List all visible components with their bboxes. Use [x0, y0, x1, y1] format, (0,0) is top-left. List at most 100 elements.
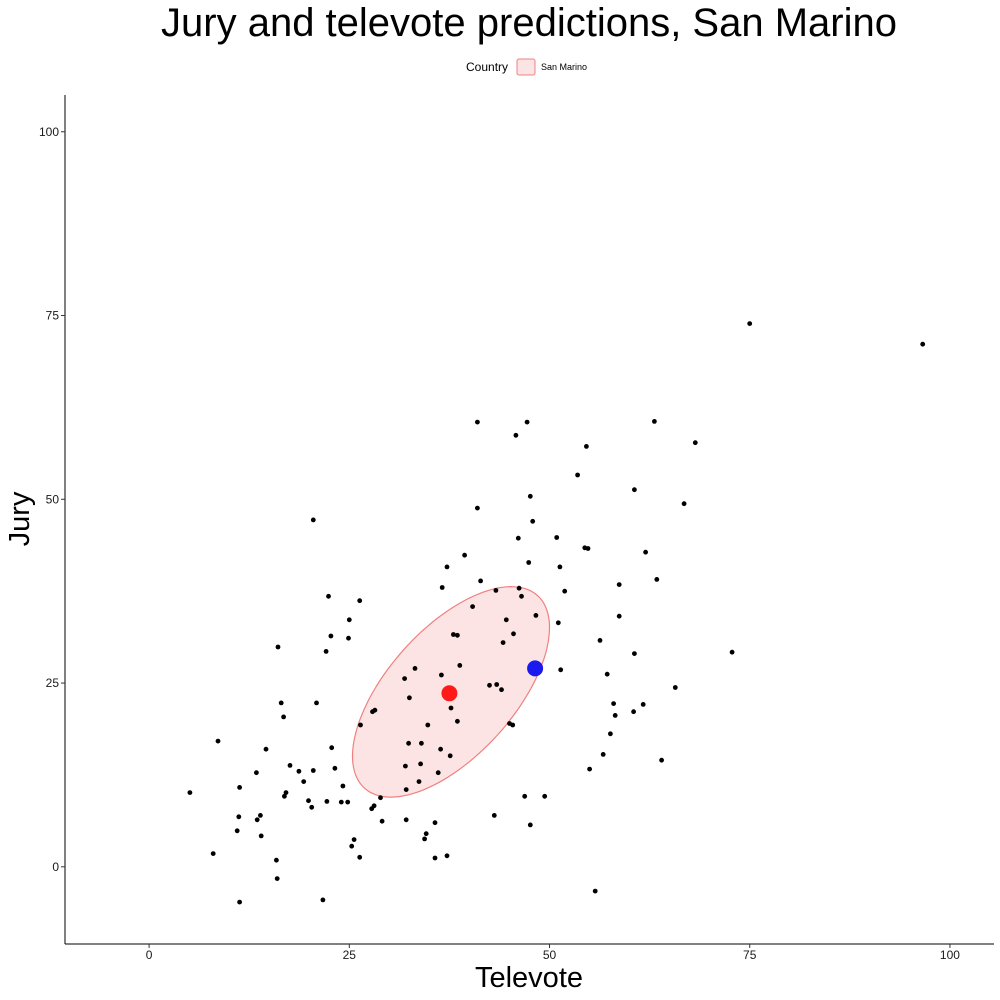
data-point — [301, 779, 307, 784]
data-point — [444, 564, 450, 570]
data-point — [371, 803, 377, 809]
data-point — [314, 700, 319, 706]
data-point — [340, 783, 346, 789]
data-point — [592, 888, 598, 894]
data-point — [326, 593, 331, 599]
data-point — [519, 593, 524, 599]
data-point — [357, 598, 363, 604]
y-tick-label: 75 — [46, 309, 60, 323]
data-point — [349, 843, 355, 849]
data-point — [236, 814, 242, 820]
data-point — [263, 746, 269, 752]
data-point — [372, 707, 378, 713]
data-point — [329, 745, 335, 751]
x-tick-label: 75 — [743, 948, 757, 962]
data-points-layer — [187, 321, 926, 905]
data-point — [643, 549, 648, 555]
x-axis-title: Televote — [475, 962, 583, 994]
data-point — [920, 341, 926, 347]
y-axis-ticks: 0 25 50 75 100 — [39, 125, 65, 874]
data-point — [310, 517, 316, 523]
legend-title: Country — [466, 60, 508, 74]
data-point — [584, 444, 589, 449]
data-point — [527, 822, 533, 828]
data-point — [402, 676, 407, 681]
data-point — [516, 585, 522, 591]
data-point — [487, 682, 492, 688]
data-point — [215, 738, 221, 744]
highlight-points-layer — [441, 660, 544, 702]
data-point — [612, 713, 618, 718]
result-point — [527, 660, 544, 677]
data-point — [558, 667, 564, 673]
data-point — [258, 833, 264, 839]
data-point — [422, 836, 427, 842]
data-point — [747, 321, 753, 326]
data-point — [419, 740, 424, 746]
data-point — [346, 617, 352, 623]
data-point — [455, 718, 460, 724]
data-point — [557, 564, 563, 570]
data-point — [439, 672, 444, 678]
data-point — [378, 795, 383, 801]
data-point — [587, 766, 592, 772]
data-point — [234, 828, 240, 834]
data-point — [258, 813, 263, 818]
x-tick-label: 0 — [146, 948, 153, 962]
data-point — [187, 790, 193, 795]
data-point — [455, 632, 460, 638]
data-point — [412, 666, 418, 671]
data-point — [425, 722, 431, 728]
data-point — [407, 695, 412, 701]
data-point — [418, 761, 423, 767]
y-tick-label: 0 — [52, 860, 59, 874]
data-point — [493, 588, 499, 593]
data-point — [403, 817, 409, 823]
data-point — [451, 632, 456, 637]
data-point — [358, 722, 363, 728]
data-point — [403, 787, 409, 792]
data-point — [306, 798, 311, 804]
data-point — [275, 644, 281, 650]
data-point — [296, 768, 302, 774]
data-point — [511, 631, 516, 637]
data-point — [510, 722, 516, 728]
data-point — [287, 763, 293, 768]
data-point — [320, 897, 326, 903]
data-point — [324, 799, 330, 804]
data-point — [681, 501, 687, 507]
data-point — [524, 419, 530, 425]
data-point — [457, 663, 463, 668]
data-point — [447, 753, 453, 759]
data-point — [448, 705, 454, 711]
data-point — [491, 813, 497, 818]
data-point — [515, 535, 521, 541]
data-point — [278, 700, 284, 706]
data-point — [616, 613, 622, 619]
data-point — [522, 793, 528, 799]
data-point — [438, 746, 443, 752]
data-point — [611, 701, 616, 706]
data-point — [406, 740, 411, 746]
data-point — [345, 799, 351, 805]
data-point — [323, 649, 329, 654]
legend-label-san-marino: San Marino — [541, 62, 587, 72]
data-point — [470, 604, 475, 609]
data-point — [237, 899, 243, 905]
data-point — [608, 731, 613, 737]
data-point — [632, 487, 637, 493]
x-axis-ticks: 0 25 50 75 100 — [146, 944, 960, 962]
data-point — [423, 831, 429, 837]
y-axis-title: Jury — [4, 491, 36, 546]
data-point — [562, 588, 568, 594]
data-point — [503, 617, 509, 623]
x-tick-label: 100 — [940, 948, 960, 962]
data-point — [274, 876, 280, 881]
data-point — [526, 560, 532, 565]
data-point — [494, 682, 500, 687]
data-point — [554, 535, 560, 540]
data-point — [444, 853, 450, 859]
data-point — [475, 505, 480, 511]
plot-area — [187, 321, 926, 905]
data-point — [328, 633, 334, 639]
